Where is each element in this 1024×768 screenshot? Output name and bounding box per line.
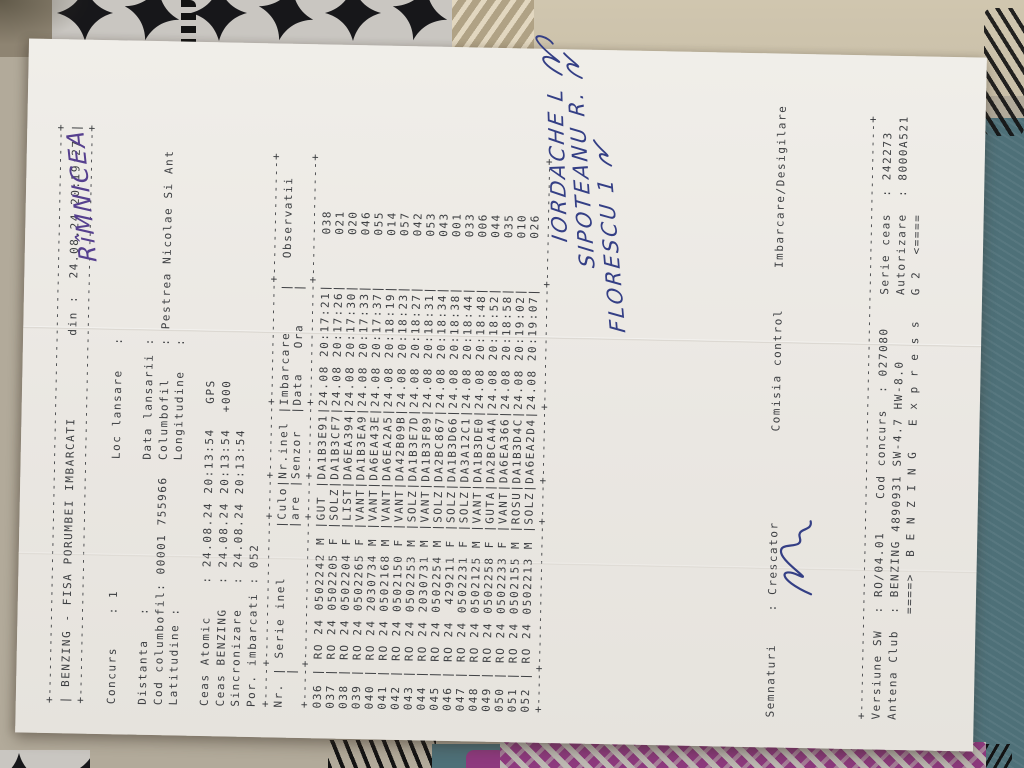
black-fringe-top-right bbox=[984, 8, 1024, 136]
doc-pigeon-table: +----+-----------------+----+--------+--… bbox=[259, 43, 558, 713]
paper-sheet: +---------------------------------------… bbox=[15, 35, 987, 752]
signature-flourish-icon bbox=[592, 139, 613, 167]
handwritten-name-3-text: FLORESCU 1 bbox=[592, 175, 631, 334]
star-shape-icon bbox=[392, 0, 448, 41]
handwritten-name-1: IORDACHE L bbox=[532, 31, 573, 244]
star-shape-icon bbox=[190, 0, 248, 42]
star-shape-icon bbox=[324, 0, 382, 42]
teal-purple-patch-bottom bbox=[432, 744, 502, 768]
star-fabric-bottom-left bbox=[0, 750, 90, 768]
black-fringe-bottom bbox=[328, 740, 436, 768]
doc-footer: +---------------------------------------… bbox=[853, 55, 928, 720]
signature-scribble bbox=[780, 520, 813, 596]
handwritten-name-2: SIPOTEANU R. bbox=[558, 49, 601, 269]
document-page: +---------------------------------------… bbox=[15, 35, 987, 751]
star-pattern-row bbox=[0, 752, 90, 768]
signature-flourish-icon bbox=[535, 35, 563, 76]
signature-flourish-icon bbox=[563, 51, 583, 79]
star-shape-icon bbox=[11, 752, 27, 768]
chevron-fabric-top bbox=[452, 0, 538, 55]
handwritten-name-3: FLORESCU 1 bbox=[589, 137, 632, 334]
star-shape-icon bbox=[258, 0, 314, 41]
black-fringe-bottom-right bbox=[986, 744, 1012, 768]
doc-info-section: Concurs : 1 Loc lansare : Distanta : Dat… bbox=[88, 40, 272, 707]
doc-line: Semnaturi : Crescator Comisia control Im… bbox=[763, 104, 789, 718]
star-shape-icon bbox=[58, 753, 90, 768]
doc-signature-line: Semnaturi : Crescator Comisia control Im… bbox=[763, 53, 792, 718]
